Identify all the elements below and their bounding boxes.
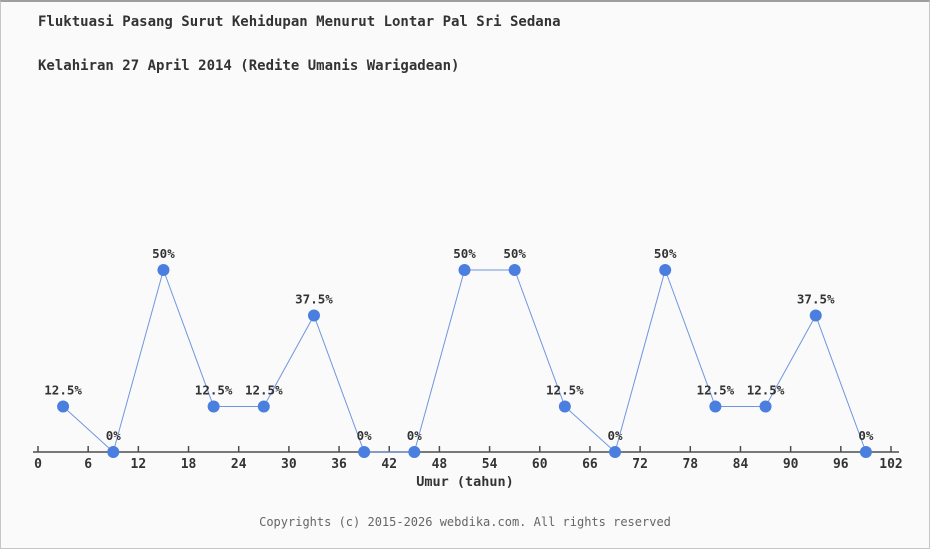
x-tick-label: 54: [482, 457, 498, 472]
data-point: [307, 309, 320, 322]
x-tick-label: 24: [231, 457, 247, 472]
x-tick-label: 78: [682, 457, 698, 472]
x-axis-title: Umur (tahun): [416, 474, 514, 490]
data-point-label: 0%: [407, 428, 423, 443]
chart-title-line2: Kelahiran 27 April 2014 (Redite Umanis W…: [38, 58, 460, 74]
copyright-footer: Copyrights (c) 2015-2026 webdika.com. Al…: [259, 515, 671, 529]
data-point: [609, 446, 622, 458]
data-point: [659, 264, 672, 276]
data-point: [508, 264, 521, 276]
data-point-label: 0%: [106, 428, 122, 443]
data-point: [408, 446, 421, 458]
data-point-label: 12.5%: [697, 383, 735, 398]
x-tick-label: 66: [582, 457, 598, 472]
data-point: [157, 264, 170, 276]
x-tick-label: 36: [331, 457, 347, 472]
data-point-label: 12.5%: [245, 383, 283, 398]
data-line: [62, 268, 867, 453]
data-point: [57, 400, 70, 413]
data-point: [759, 400, 772, 413]
data-point-label: 12.5%: [44, 383, 82, 398]
x-tick-label: 72: [632, 457, 648, 472]
data-point: [207, 400, 220, 413]
data-point-label: 50%: [453, 246, 476, 261]
data-point: [107, 446, 120, 458]
chart-title-line1: Fluktuasi Pasang Surut Kehidupan Menurut…: [38, 14, 561, 30]
data-point-label: 12.5%: [747, 383, 785, 398]
data-point-label: 0%: [858, 428, 874, 443]
data-point: [809, 309, 822, 322]
data-point-label: 12.5%: [195, 383, 233, 398]
data-point: [709, 400, 722, 413]
data-point: [358, 446, 371, 458]
chart-title: Fluktuasi Pasang Surut Kehidupan Menurut…: [38, 11, 561, 77]
x-tick-label: 42: [381, 457, 397, 472]
data-point-label: 37.5%: [295, 292, 333, 307]
x-tick-label: 48: [432, 457, 448, 472]
data-point: [257, 400, 270, 413]
x-tick-label: 6: [84, 457, 92, 472]
x-tick-label: 102: [879, 457, 902, 472]
x-tick-label: 60: [532, 457, 548, 472]
data-point: [458, 264, 471, 276]
data-point-label: 50%: [654, 246, 677, 261]
data-point-label: 50%: [503, 246, 526, 261]
data-point: [859, 446, 872, 458]
x-tick-label: 90: [783, 457, 799, 472]
data-point-label: 0%: [607, 428, 623, 443]
data-point-label: 12.5%: [546, 383, 584, 398]
data-point-label: 0%: [357, 428, 373, 443]
data-point-label: 50%: [152, 246, 175, 261]
x-tick-label: 30: [281, 457, 297, 472]
data-point: [558, 400, 571, 413]
x-tick-label: 18: [181, 457, 197, 472]
data-point-label: 37.5%: [797, 292, 835, 307]
x-tick-label: 96: [833, 457, 849, 472]
x-tick-label: 12: [131, 457, 147, 472]
x-tick-label: 0: [34, 457, 42, 472]
x-tick-label: 84: [733, 457, 749, 472]
